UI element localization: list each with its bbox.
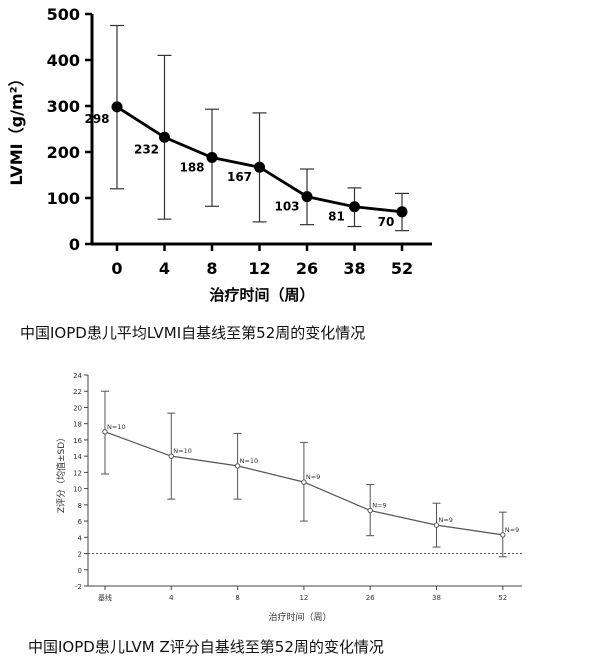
chart2-x-tick-label: 26 (366, 594, 375, 602)
chart1-data-point (301, 191, 313, 203)
chart1-x-tick-label: 0 (111, 259, 122, 278)
chart2-y-tick-label: 6 (78, 518, 83, 526)
chart1-x-tick-label: 12 (248, 259, 270, 278)
chart2-caption: 中国IOPD患儿LVM Z评分自基线至第52周的变化情况 (28, 638, 384, 656)
chart1-y-tick-label: 0 (69, 235, 80, 254)
chart1-data-point (111, 101, 123, 113)
chart1-x-tick-label: 4 (159, 259, 170, 278)
chart2-data-point (433, 522, 440, 528)
chart2-data-label: N=10 (240, 457, 259, 465)
chart2-xlabel: 治疗时间（周） (268, 611, 331, 623)
chart2-y-tick-label: -2 (75, 583, 82, 591)
chart1-data-label: 70 (378, 215, 395, 229)
chart1-y-tick-label: 500 (47, 5, 80, 24)
chart2-y-tick-label: 10 (73, 486, 82, 494)
chart2-data-point (500, 532, 506, 538)
chart1-x-tick-label: 8 (206, 259, 217, 278)
chart2-x-tick-label: 基线 (98, 593, 112, 602)
chart1-data-point (206, 152, 218, 164)
chart1-ylabel: LVMI（g/m²） (7, 70, 26, 185)
chart1-x-tick-label: 26 (296, 259, 318, 278)
chart2-data-label: N=10 (107, 423, 126, 431)
chart2-data-label: N=9 (505, 526, 519, 534)
chart1-data-label: 81 (328, 210, 345, 224)
chart2-x-tick-label: 12 (299, 594, 308, 602)
chart1-data-label: 232 (134, 142, 159, 156)
chart1-data-label: 167 (227, 170, 252, 184)
chart1-y-tick-label: 400 (47, 51, 80, 70)
chart1-data-label: 103 (274, 200, 299, 214)
chart1-data-point (159, 131, 170, 143)
chart1-y-tick-label: 200 (47, 143, 80, 162)
chart2-y-tick-label: 18 (73, 421, 82, 429)
chart2-x-tick-label: 8 (235, 594, 239, 602)
chart2-data-point (301, 479, 307, 485)
chart1-x-tick-label: 52 (391, 259, 413, 278)
chart2-y-tick-label: 20 (73, 404, 82, 412)
chart1-y-tick-label: 300 (47, 97, 80, 116)
chart2-y-tick-label: 12 (73, 469, 82, 477)
chart1-x-tick-label: 38 (343, 259, 365, 278)
chart2-data-label: N=9 (439, 516, 453, 524)
chart2-y-tick-label: 0 (78, 567, 82, 575)
chart2-y-tick-label: 22 (73, 388, 82, 396)
chart2-y-tick-label: 2 (78, 551, 82, 559)
chart2-data-point (102, 429, 108, 435)
chart2-data-point (168, 453, 175, 459)
chart2-data-label: N=10 (173, 447, 192, 455)
chart2-x-tick-label: 4 (169, 594, 174, 602)
chart2-y-tick-label: 4 (78, 534, 83, 542)
chart1-data-label: 188 (179, 161, 204, 175)
chart2-y-tick-label: 16 (73, 437, 82, 445)
chart2-x-tick-label: 38 (432, 594, 441, 602)
chart2-data-label: N=9 (306, 473, 320, 481)
chart2-y-tick-label: 8 (78, 502, 82, 510)
chart1-data-label: 298 (84, 112, 109, 126)
lvm-zscore-chart: Z评分（均值±SD） 治疗时间（周） -20246810121416182022… (55, 372, 522, 623)
chart1-xlabel: 治疗时间（周） (209, 286, 314, 304)
chart2-data-label: N=9 (372, 502, 386, 510)
chart1-y-tick-label: 100 (47, 189, 80, 208)
chart1-data-point (254, 161, 265, 173)
chart1-data-point (396, 206, 408, 218)
chart2-data-point (234, 463, 241, 469)
chart1-data-point (349, 201, 360, 213)
chart2-ylabel: Z评分（均值±SD） (55, 433, 67, 513)
chart2-x-tick-label: 52 (498, 594, 507, 602)
chart2-data-point (367, 507, 373, 514)
chart2-y-tick-label: 24 (73, 372, 82, 380)
chart1-caption: 中国IOPD患儿平均LVMI自基线至第52周的变化情况 (20, 324, 366, 342)
chart2-y-tick-label: 14 (73, 453, 82, 461)
